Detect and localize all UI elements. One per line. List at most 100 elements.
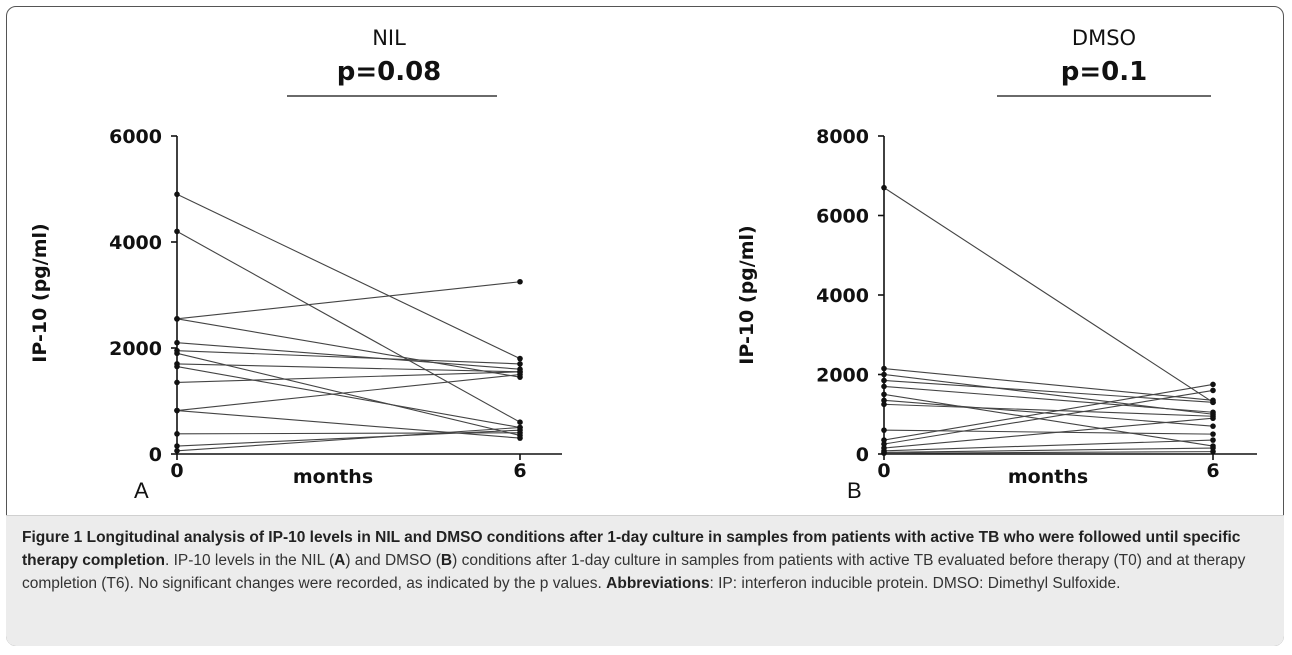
- panel-b-data-point: [881, 450, 887, 457]
- panel-b-data-point: [881, 371, 887, 378]
- panel-a-y-tick-label: 4000: [109, 232, 162, 254]
- panel-b-data-point: [1210, 423, 1216, 429]
- panel-a-series-line: [176, 426, 521, 452]
- panel-a-data-point: [174, 363, 180, 370]
- panel-a-data-point: [174, 316, 180, 322]
- panel-a-data-point: [174, 379, 180, 386]
- panel-b-series-line: [883, 399, 1214, 427]
- panel-b-data-point: [881, 397, 887, 404]
- panel-a-series-line: [176, 352, 521, 436]
- panel-b-data-point: [881, 391, 887, 398]
- panel-a-data-point: [517, 435, 523, 441]
- caption-bold-b: B: [440, 552, 453, 569]
- panel-b-chart: DMSO p=0.1 IP-10 (pg/ml) months 0 2000 400…: [736, 26, 1257, 488]
- panel-b-data-point: [881, 401, 887, 408]
- panel-b-title: DMSO: [1072, 26, 1136, 50]
- panel-b-data-point: [1210, 437, 1216, 443]
- panel-a-data-point: [517, 361, 523, 367]
- panel-a-data-point: [517, 278, 523, 285]
- panel-b-x-tick-label: 0: [877, 460, 890, 482]
- panel-b-series-line: [883, 393, 1214, 447]
- panel-a-xlabel: months: [293, 466, 373, 488]
- panel-b-y-tick-label: 8000: [816, 126, 869, 148]
- panel-a-data-point: [517, 419, 523, 426]
- panel-b-data-point: [881, 441, 887, 447]
- panel-a-series-line: [176, 350, 521, 365]
- panel-b-series-line: [883, 187, 1214, 403]
- panel-b-data-point: [881, 377, 887, 384]
- panel-a-series-line: [176, 429, 521, 447]
- panel-a-title: NIL: [372, 26, 406, 50]
- panel-b-data-point: [881, 437, 887, 443]
- panel-b-series-line: [883, 417, 1214, 449]
- panel-b-data-point: [881, 427, 887, 433]
- panel-a-data-point: [517, 355, 523, 362]
- panel-a-y-tick-label: 2000: [109, 338, 162, 360]
- panel-b-ylabel: IP-10 (pg/ml): [736, 225, 758, 364]
- panel-a-data-point: [174, 443, 180, 449]
- caption-text-2: ) and DMSO (: [345, 552, 441, 569]
- panel-b-data-point: [1210, 415, 1216, 422]
- caption-bold-a: A: [334, 552, 346, 569]
- panel-b-letter: B: [847, 478, 862, 503]
- panel-b-y-tick-label: 4000: [816, 285, 869, 307]
- panel-a-x-tick-label: 6: [513, 460, 526, 482]
- panel-b-series-line: [883, 385, 1214, 413]
- caption-text-1: . IP-10 levels in the NIL (: [164, 552, 335, 569]
- panel-b-data-point: [881, 184, 887, 191]
- panel-a-data-point: [174, 339, 180, 346]
- caption-text-3: ) conditions after 1-day culture in samp…: [22, 552, 1246, 592]
- caption-abbreviations-label: Abbreviations: [606, 575, 710, 592]
- panel-a-series-line: [176, 230, 521, 423]
- panel-b-series-line: [883, 389, 1214, 445]
- panel-b-series-line: [883, 383, 1214, 441]
- panel-a-data-point: [174, 431, 180, 437]
- panel-a-series-line: [176, 363, 521, 373]
- caption-bold-lead: Figure 1 Longitudinal analysis of IP-10 …: [22, 529, 1241, 569]
- panel-b-x-tick-label: 6: [1206, 460, 1219, 482]
- panel-a-series-line: [176, 281, 521, 320]
- panel-a-letter: A: [134, 478, 149, 503]
- panel-b-y-tick-label: 2000: [816, 365, 869, 387]
- panel-a-series-line: [176, 342, 521, 370]
- panel-a-series-line: [176, 371, 521, 383]
- panel-a-ylabel: IP-10 (pg/ml): [29, 223, 51, 362]
- panel-b-y-tick-label: 0: [856, 444, 869, 466]
- panel-b-series-line: [883, 379, 1214, 403]
- panel-b-y-tick-label: 6000: [816, 206, 869, 228]
- figure-plots: NIL p=0.08 IP-10 (pg/ml) months 0 2000 400…: [29, 26, 1257, 488]
- panel-b-data-point: [1210, 409, 1216, 416]
- panel-b-data-point: [1210, 381, 1216, 388]
- panel-a-x-tick-label: 0: [170, 460, 183, 482]
- panel-a-data-point: [174, 350, 180, 357]
- panel-b-data-point: [1210, 448, 1216, 455]
- figure-caption: Figure 1 Longitudinal analysis of IP-10 …: [6, 515, 1284, 646]
- panel-a-data-point: [174, 228, 180, 235]
- caption-text-4: : IP: interferon inducible protein. DMSO…: [709, 575, 1121, 592]
- panel-b-series-line: [883, 439, 1214, 452]
- panel-b-data-point: [881, 365, 887, 372]
- panel-b-data-point: [1210, 431, 1216, 437]
- panel-b-xlabel: months: [1008, 466, 1088, 488]
- panel-b-series-line: [883, 451, 1214, 454]
- panel-b-series-line: [883, 403, 1214, 417]
- panel-a-series-line: [176, 373, 521, 412]
- panel-a-chart: NIL p=0.08 IP-10 (pg/ml) months 0 2000 400…: [29, 26, 562, 488]
- panel-b-series-line: [883, 447, 1214, 453]
- panel-a-y-tick-label: 6000: [109, 126, 162, 148]
- panel-a-series-line: [176, 193, 521, 360]
- panel-b-data-point: [1210, 387, 1216, 394]
- panel-b-series-line: [883, 367, 1214, 401]
- panel-a-data-point: [174, 191, 180, 198]
- panel-a-data-point: [174, 407, 180, 414]
- panel-a-y-tick-label: 0: [149, 444, 162, 466]
- panel-a-pvalue: p=0.08: [337, 57, 442, 87]
- panel-a-data-point: [517, 371, 523, 378]
- panel-b-data-point: [1210, 399, 1216, 406]
- panel-a-data-point: [174, 448, 180, 454]
- panel-a-series-line: [176, 318, 521, 378]
- panel-a-data-point: [517, 424, 523, 431]
- panel-b-pvalue: p=0.1: [1061, 57, 1147, 87]
- panel-a-series-line: [176, 366, 521, 429]
- panel-b-data-point: [881, 383, 887, 390]
